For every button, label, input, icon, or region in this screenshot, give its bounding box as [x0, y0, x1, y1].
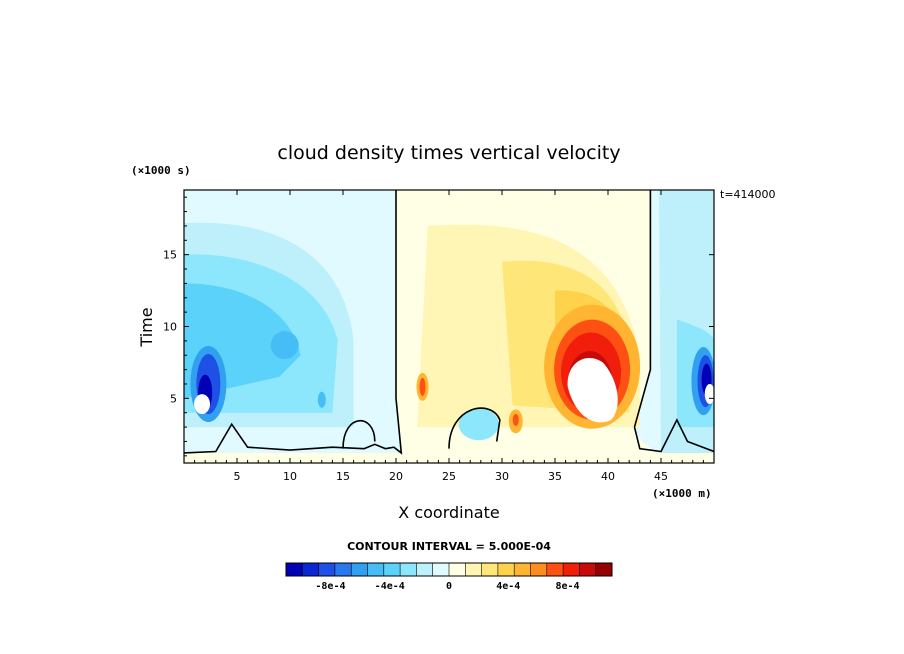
colorbar-swatch — [563, 563, 580, 576]
negative-patch-mid — [270, 331, 299, 360]
saturated-hole-right — [567, 357, 618, 423]
y-tick-label: 5 — [170, 392, 177, 405]
y-axis-title: Time — [137, 307, 156, 347]
zero-contour-left — [184, 190, 403, 455]
colorbar-swatch — [579, 563, 596, 576]
contour-interval-label: CONTOUR INTERVAL = 5.000E-04 — [347, 540, 551, 553]
zero-contour-blob-left — [342, 419, 376, 449]
colorbar-label: 0 — [446, 581, 452, 592]
x-axis-title: X coordinate — [398, 503, 499, 522]
x-tick-label: 40 — [601, 470, 615, 483]
bottom-band — [184, 452, 714, 463]
y-axis: 5 10 15 — [163, 196, 714, 457]
colorbar-label: -4e-4 — [375, 581, 405, 592]
colorbar-label: -8e-4 — [315, 581, 345, 592]
colorbar: -8e-4 -4e-4 0 4e-4 8e-4 — [285, 562, 613, 592]
colorbar-swatch — [302, 563, 319, 576]
positive-blob-x22-core — [419, 377, 426, 396]
colorbar-swatch — [432, 563, 450, 576]
colorbar-swatch — [416, 563, 433, 576]
y-tick-label: 10 — [163, 321, 177, 334]
colorbar-swatch — [351, 563, 368, 576]
saturated-hole-far-right — [704, 384, 714, 405]
x-units-label: (×1000 m) — [652, 487, 712, 500]
x-tick-label: 10 — [283, 470, 297, 483]
colorbar-swatch — [546, 563, 564, 576]
x-tick-label: 15 — [336, 470, 350, 483]
negative-patch-low — [317, 391, 326, 408]
colorbar-swatch — [465, 563, 482, 576]
time-stamp: t=414000 — [720, 188, 776, 201]
colorbar-swatch — [367, 563, 385, 576]
colorbar-swatch — [334, 563, 352, 576]
colorbar-label: 8e-4 — [555, 581, 579, 592]
x-axis: 5 10 15 20 25 30 35 40 45 — [194, 190, 704, 483]
x-tick-label: 25 — [442, 470, 456, 483]
colorbar-swatch — [449, 563, 466, 576]
y-tick-label: 15 — [163, 249, 177, 262]
x-tick-label: 35 — [548, 470, 562, 483]
colorbar-swatch — [400, 563, 417, 576]
colorbar-swatch — [318, 563, 336, 576]
x-tick-label: 20 — [389, 470, 403, 483]
positive-blob-x31-core — [512, 413, 519, 426]
x-tick-label: 30 — [495, 470, 509, 483]
zero-contour-right — [633, 190, 714, 453]
saturated-hole-left — [194, 394, 211, 415]
colorbar-label: 4e-4 — [496, 581, 520, 592]
y-units-label: (×1000 s) — [131, 164, 191, 177]
colorbar-swatch — [514, 563, 531, 576]
zero-contour-center — [448, 407, 501, 449]
colorbar-swatch — [595, 563, 613, 576]
chart-title: cloud density times vertical velocity — [277, 142, 620, 164]
x-tick-label: 5 — [234, 470, 241, 483]
colorbar-swatch — [383, 563, 401, 576]
plot-field — [184, 190, 714, 463]
colorbar-swatch — [481, 563, 499, 576]
negative-patch-center — [458, 408, 499, 441]
colorbar-swatch — [530, 563, 548, 576]
colorbar-frame — [285, 562, 613, 577]
x-tick-label: 45 — [654, 470, 668, 483]
colorbar-swatch — [286, 563, 303, 576]
colorbar-swatch — [497, 563, 515, 576]
